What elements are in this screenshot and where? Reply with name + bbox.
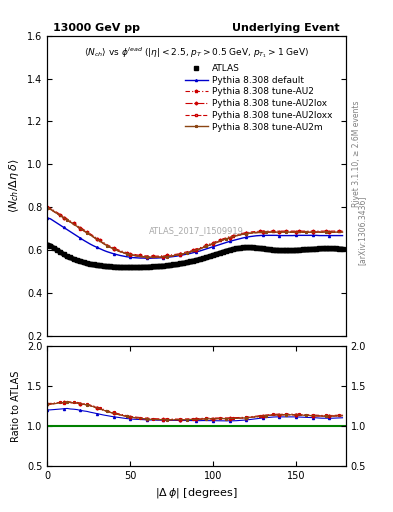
Pythia 8.308 tune-AU2 (84, 229, 89, 235)
Text: [arXiv:1306.3436]: [arXiv:1306.3436] (358, 196, 367, 265)
Pythia 8.308 tune-AU2 (294, 228, 298, 234)
Pythia 8.308 default (340, 232, 345, 239)
ATLAS (138, 264, 142, 270)
Pythia 8.308 tune-AU2loxx (254, 230, 259, 236)
ATLAS (254, 245, 259, 251)
Pythia 8.308 tune-AU2 (45, 204, 50, 210)
Pythia 8.308 default (45, 215, 50, 221)
Pythia 8.308 tune-AU2m (294, 229, 298, 235)
ATLAS (45, 242, 50, 248)
Text: ATLAS_2017_I1509919: ATLAS_2017_I1509919 (149, 226, 244, 235)
Pythia 8.308 tune-AU2m (300, 229, 305, 235)
ATLAS (330, 245, 335, 251)
Pythia 8.308 tune-AU2m (330, 229, 335, 235)
Pythia 8.308 tune-AU2 (148, 253, 152, 259)
Line: Pythia 8.308 default: Pythia 8.308 default (46, 217, 343, 259)
Pythia 8.308 tune-AU2lox (134, 252, 139, 259)
Pythia 8.308 tune-AU2lox (340, 229, 345, 235)
Pythia 8.308 tune-AU2m (254, 229, 259, 236)
ATLAS (84, 260, 89, 266)
Pythia 8.308 default (84, 239, 89, 245)
Line: Pythia 8.308 tune-AU2m: Pythia 8.308 tune-AU2m (46, 207, 344, 259)
ATLAS (294, 247, 298, 253)
Pythia 8.308 default (144, 255, 149, 261)
Pythia 8.308 default (300, 232, 305, 239)
Pythia 8.308 default (330, 232, 335, 239)
Pythia 8.308 tune-AU2lox (330, 229, 335, 235)
Line: Pythia 8.308 tune-AU2lox: Pythia 8.308 tune-AU2lox (46, 207, 343, 258)
Pythia 8.308 tune-AU2m (148, 254, 152, 260)
Line: Pythia 8.308 tune-AU2loxx: Pythia 8.308 tune-AU2loxx (46, 207, 343, 259)
Pythia 8.308 tune-AU2lox (300, 229, 305, 235)
Y-axis label: $\langle N_{ch} / \Delta\eta\,\delta\rangle$: $\langle N_{ch} / \Delta\eta\,\delta\ran… (7, 158, 21, 213)
Line: Pythia 8.308 tune-AU2: Pythia 8.308 tune-AU2 (46, 205, 344, 258)
Pythia 8.308 tune-AU2m (84, 230, 89, 236)
Pythia 8.308 tune-AU2loxx (294, 229, 298, 236)
Pythia 8.308 tune-AU2loxx (300, 229, 305, 236)
Legend: ATLAS, Pythia 8.308 default, Pythia 8.308 tune-AU2, Pythia 8.308 tune-AU2lox, Py: ATLAS, Pythia 8.308 default, Pythia 8.30… (182, 61, 335, 134)
Text: Underlying Event: Underlying Event (232, 23, 340, 33)
Pythia 8.308 tune-AU2 (254, 228, 259, 234)
Pythia 8.308 tune-AU2lox (84, 229, 89, 236)
Text: $\langle N_{ch}\rangle$ vs $\phi^{lead}$ ($|\eta| < 2.5$, $p_T > 0.5$ GeV, $p_{T: $\langle N_{ch}\rangle$ vs $\phi^{lead}$… (84, 45, 309, 60)
Line: ATLAS: ATLAS (46, 243, 344, 269)
Pythia 8.308 tune-AU2 (330, 228, 335, 234)
Pythia 8.308 tune-AU2loxx (45, 205, 50, 211)
Pythia 8.308 tune-AU2loxx (340, 229, 345, 236)
Text: Rivet 3.1.10, ≥ 2.6M events: Rivet 3.1.10, ≥ 2.6M events (352, 100, 361, 207)
Pythia 8.308 tune-AU2lox (45, 205, 50, 211)
Pythia 8.308 tune-AU2lox (148, 254, 152, 260)
ATLAS (300, 246, 305, 252)
Pythia 8.308 tune-AU2loxx (134, 253, 139, 259)
Pythia 8.308 default (254, 233, 259, 239)
Text: 13000 GeV pp: 13000 GeV pp (53, 23, 140, 33)
ATLAS (340, 246, 345, 252)
Y-axis label: Ratio to ATLAS: Ratio to ATLAS (11, 370, 21, 442)
Pythia 8.308 tune-AU2loxx (148, 254, 152, 261)
Pythia 8.308 default (134, 255, 139, 261)
Pythia 8.308 tune-AU2m (134, 253, 139, 259)
Pythia 8.308 tune-AU2m (45, 205, 50, 211)
ATLAS (118, 264, 123, 270)
Pythia 8.308 tune-AU2loxx (84, 230, 89, 236)
X-axis label: $|\Delta\,\phi|$ [degrees]: $|\Delta\,\phi|$ [degrees] (155, 486, 238, 500)
Pythia 8.308 tune-AU2 (300, 228, 305, 234)
Pythia 8.308 tune-AU2lox (294, 229, 298, 235)
Pythia 8.308 tune-AU2lox (254, 229, 259, 236)
Pythia 8.308 tune-AU2 (340, 228, 345, 234)
Pythia 8.308 tune-AU2 (134, 252, 139, 258)
Pythia 8.308 tune-AU2loxx (330, 229, 335, 236)
Pythia 8.308 default (294, 232, 298, 239)
Pythia 8.308 tune-AU2m (340, 229, 345, 235)
